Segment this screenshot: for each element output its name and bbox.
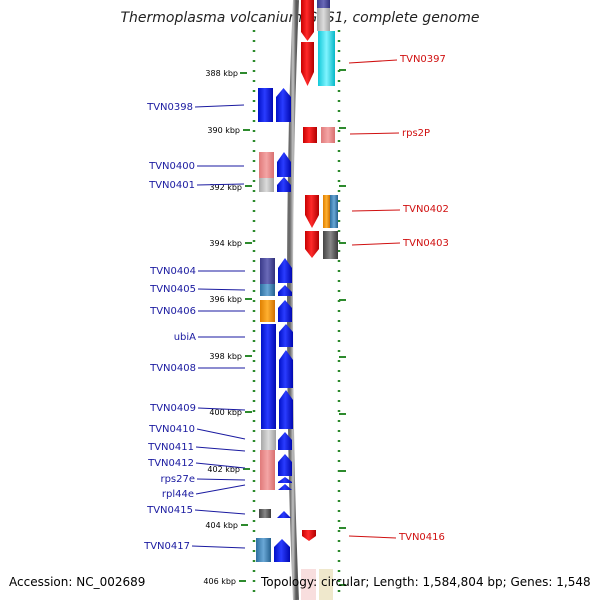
gene-arrow xyxy=(274,539,290,562)
gene-label-left: rpl44e xyxy=(162,489,194,500)
gene-block xyxy=(321,127,335,143)
gene-block xyxy=(318,31,335,86)
gene-block xyxy=(260,450,275,490)
gene-label-left: TVN0405 xyxy=(149,284,196,295)
gene-label-left: TVN0410 xyxy=(148,424,195,435)
scale-label: 406 kbp xyxy=(203,577,236,586)
gene-label-left: TVN0411 xyxy=(147,442,194,453)
accession-text: Accession: NC_002689 xyxy=(9,575,146,589)
gene-block xyxy=(317,0,330,8)
gene-label-left: TVN0409 xyxy=(149,403,196,414)
gene-block xyxy=(323,195,330,228)
gene-label-right: TVN0397 xyxy=(399,54,446,65)
gene-block xyxy=(260,300,275,322)
gene-block xyxy=(261,430,276,450)
gene-label-left: TVN0400 xyxy=(148,161,195,172)
gene-label-left: TVN0398 xyxy=(146,102,193,113)
gene-block xyxy=(260,284,275,296)
genome-backbone xyxy=(287,0,299,600)
topology-text: Topology: circular; Length: 1,584,804 bp… xyxy=(261,575,591,589)
scale-label: 388 kbp xyxy=(205,69,238,78)
gene-arrow xyxy=(278,258,292,283)
gene-label-left: TVN0412 xyxy=(147,458,194,469)
right-leader-lines xyxy=(348,59,401,539)
scale-label: 398 kbp xyxy=(209,352,242,361)
gene-block xyxy=(260,258,275,284)
gene-label-right: TVN0402 xyxy=(402,204,449,215)
gene-arrow xyxy=(278,484,292,490)
gene-arrow xyxy=(278,454,292,476)
gene-label-left: TVN0417 xyxy=(143,541,190,552)
scale-label: 402 kbp xyxy=(207,465,240,474)
gene-arrow xyxy=(301,0,314,41)
gene-label-right: TVN0416 xyxy=(398,532,445,543)
gene-block xyxy=(259,152,274,178)
left-scale-ticks xyxy=(239,72,252,582)
gene-arrow xyxy=(278,477,292,483)
gene-arrow xyxy=(279,324,293,347)
scale-label: 394 kbp xyxy=(209,239,242,248)
left-leader-lines xyxy=(191,104,246,549)
gene-label-left: TVN0406 xyxy=(149,306,196,317)
map-title: Thermoplasma volcanium GSS1, complete ge… xyxy=(120,10,480,26)
scale-label: 396 kbp xyxy=(209,295,242,304)
gene-arrow xyxy=(277,511,291,518)
scale-label: 400 kbp xyxy=(209,408,242,417)
gene-arrow xyxy=(278,300,292,322)
gene-label-right: TVN0403 xyxy=(402,238,449,249)
gene-arrow xyxy=(305,195,319,228)
gene-arrow xyxy=(301,42,314,86)
gene-block xyxy=(301,569,316,600)
scale-label: 390 kbp xyxy=(207,126,240,135)
gene-label-left: TVN0408 xyxy=(149,363,196,374)
gene-arrow xyxy=(279,390,293,429)
gene-block xyxy=(319,569,333,600)
gene-block xyxy=(261,324,276,429)
gene-arrow xyxy=(276,88,291,122)
gene-label-left: TVN0401 xyxy=(148,180,195,191)
gene-arrow xyxy=(278,285,292,296)
gene-block xyxy=(259,509,271,518)
gene-label-left: rps27e xyxy=(160,474,195,485)
gene-arrow xyxy=(302,530,316,541)
scale-label: 404 kbp xyxy=(205,521,238,530)
gene-block xyxy=(259,178,274,192)
gene-block xyxy=(317,8,330,31)
gene-label-right: rps2P xyxy=(402,128,430,139)
gene-block xyxy=(323,231,338,259)
gene-label-left: TVN0415 xyxy=(146,505,193,516)
gene-arrow xyxy=(277,152,291,177)
gene-arrow xyxy=(278,432,292,450)
gene-arrow xyxy=(279,350,293,388)
gene-arrow xyxy=(277,177,291,192)
gene-arrow xyxy=(305,231,319,258)
gene-label-left: ubiA xyxy=(174,332,196,343)
gene-label-left: TVN0404 xyxy=(149,266,196,277)
right-scale-ticks xyxy=(339,69,346,586)
scale-label: 392 kbp xyxy=(209,183,242,192)
gene-block xyxy=(330,195,338,228)
gene-block xyxy=(258,88,273,122)
gene-block xyxy=(303,127,317,143)
gene-block xyxy=(256,538,271,562)
